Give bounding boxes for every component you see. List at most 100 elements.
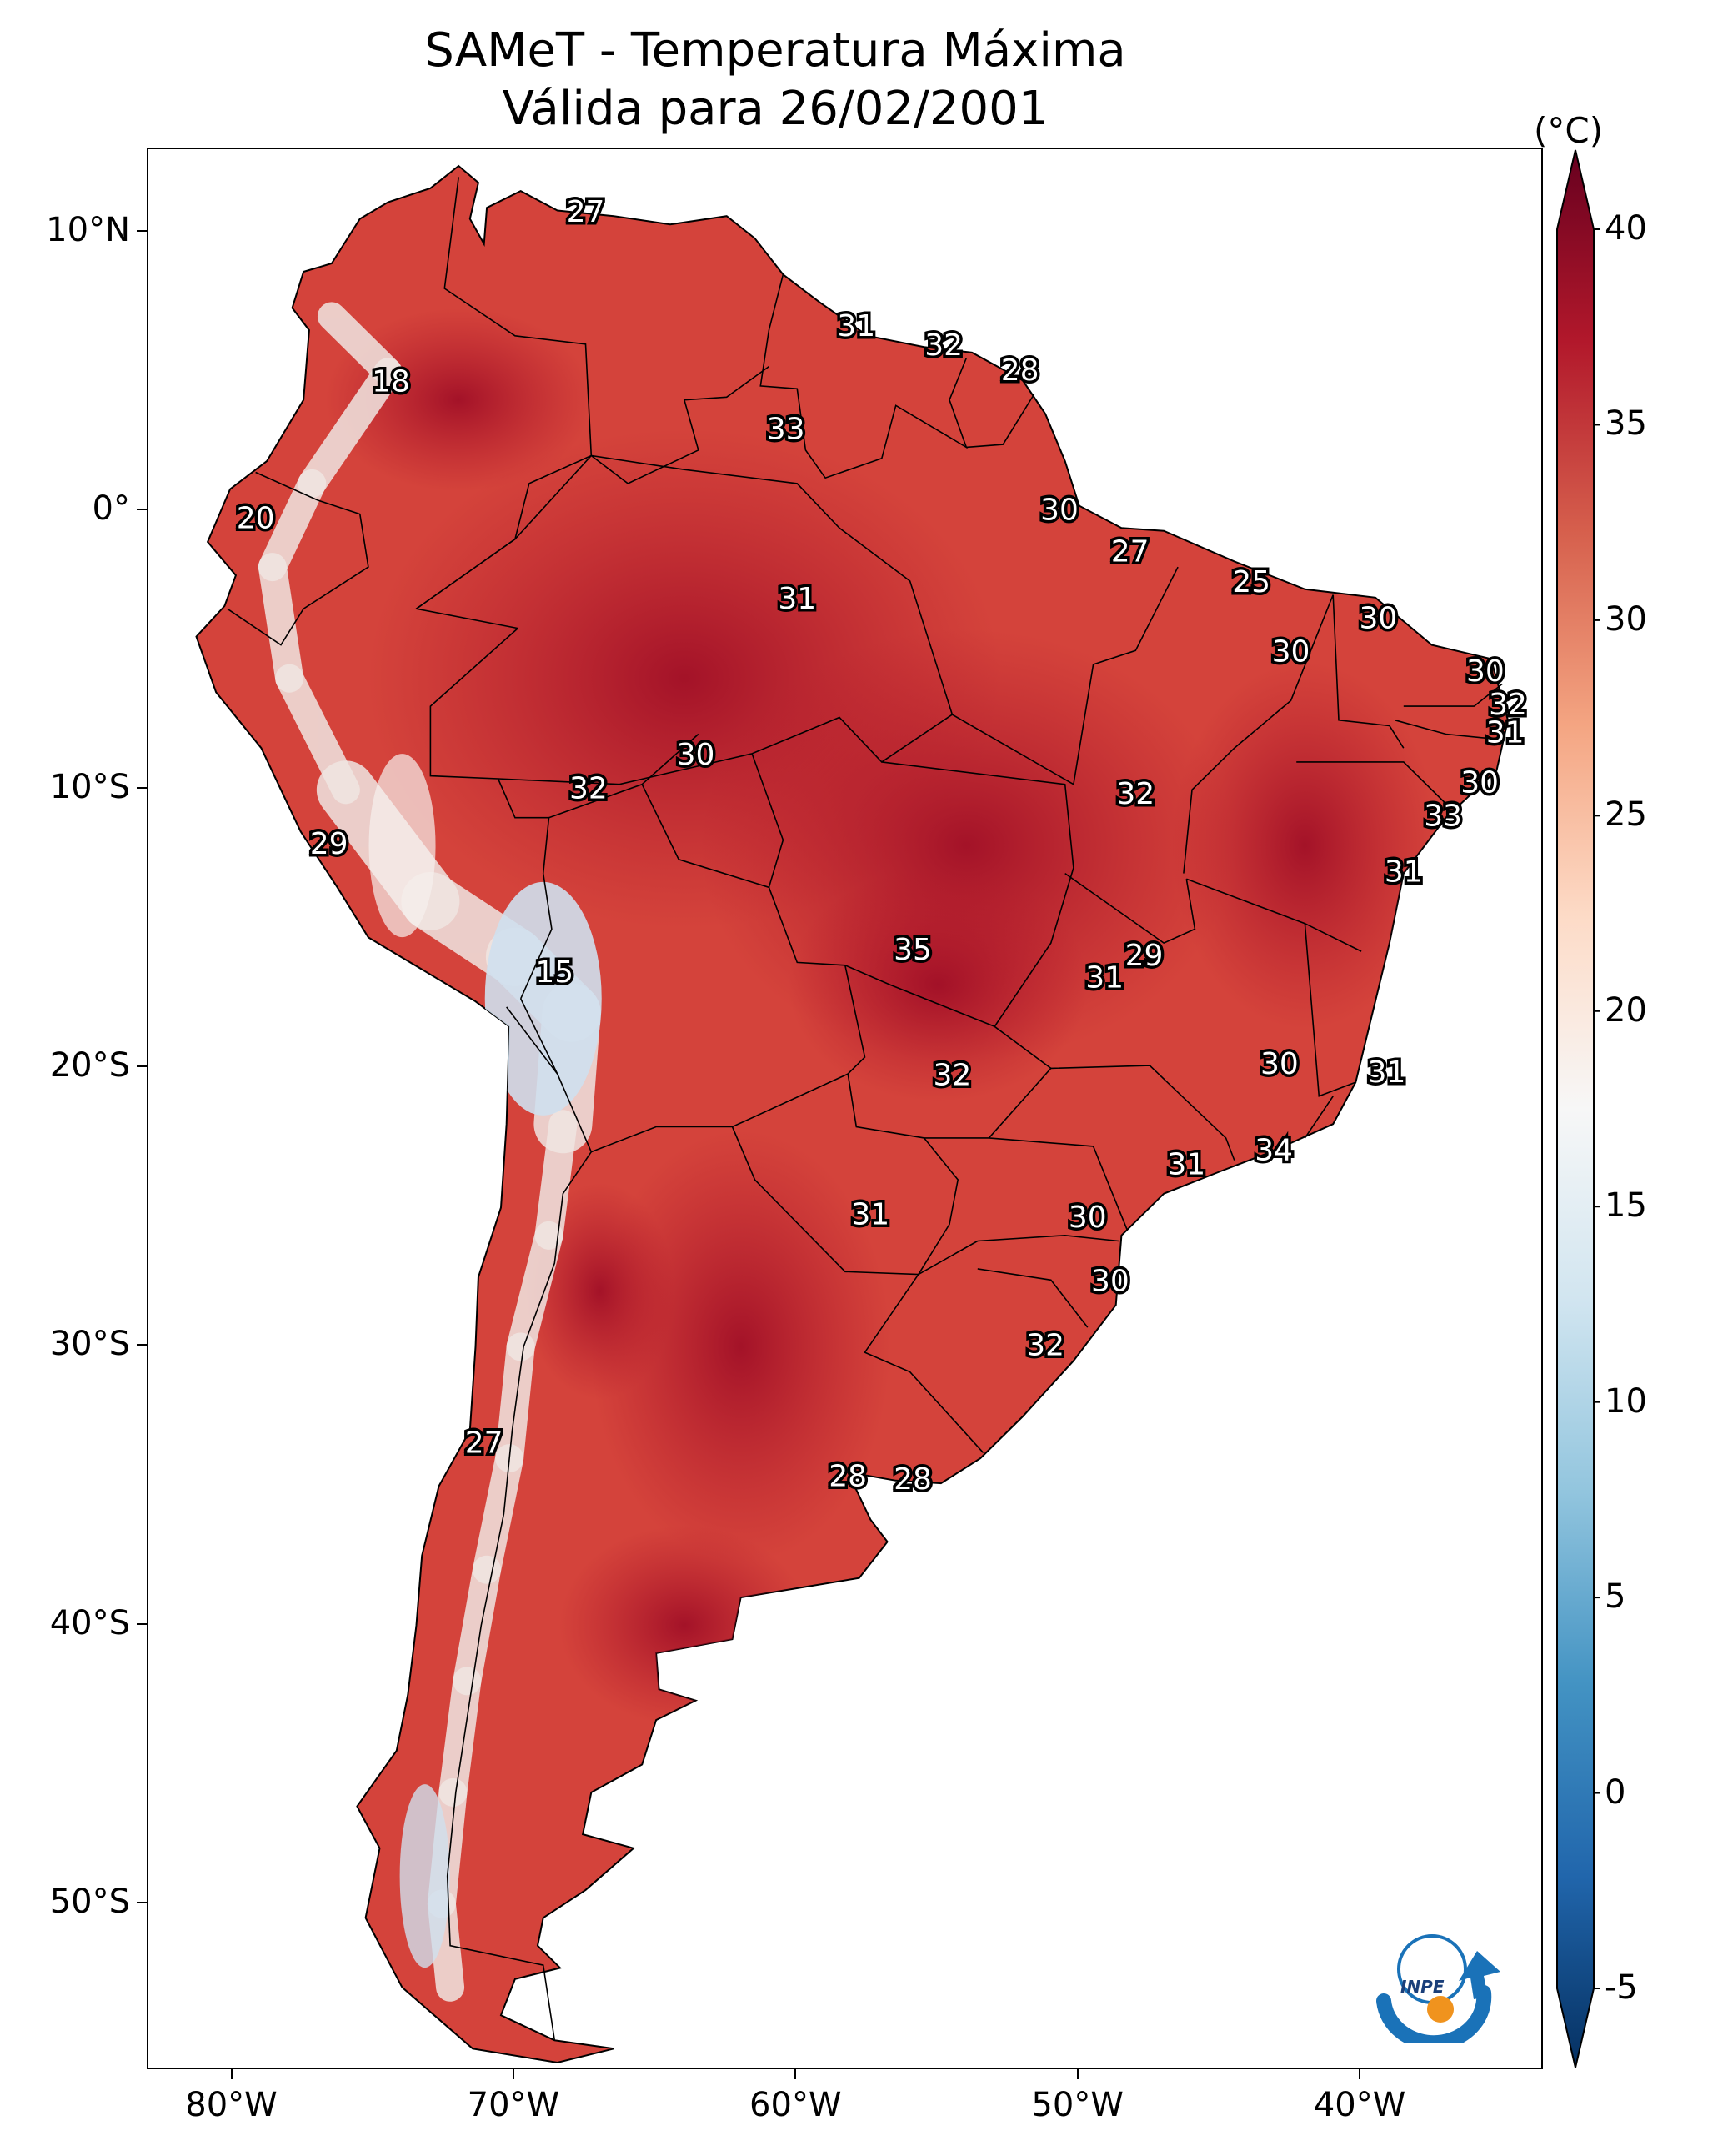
lon-tick-mark — [230, 2069, 233, 2079]
colorbar-tick-label: 5 — [1605, 1577, 1626, 1617]
lat-tick-mark — [137, 1622, 147, 1625]
colorbar-tick-label: 0 — [1605, 1772, 1626, 1812]
contour-label: 31 — [837, 309, 875, 343]
contour-label: 32 — [924, 328, 963, 363]
hot-area — [1171, 662, 1439, 1030]
colorbar-tick-label: 15 — [1605, 1186, 1647, 1226]
lon-tick-mark — [512, 2069, 514, 2079]
border-line — [416, 454, 1074, 785]
contour-label: 32 — [1116, 777, 1155, 811]
border-line — [227, 471, 369, 646]
hot-area — [558, 1525, 809, 1726]
border-line — [844, 965, 995, 1028]
andes-cool-band — [453, 1555, 502, 1696]
andes-cool-band — [534, 1110, 578, 1250]
lat-tick-mark — [137, 230, 147, 233]
contour-label: 32 — [933, 1058, 971, 1092]
border-line — [864, 1240, 984, 1453]
contour-label: 28 — [829, 1460, 867, 1494]
patagonia-ice-cold — [399, 1784, 450, 1968]
colorbar-tick-label: 10 — [1605, 1381, 1647, 1421]
contour-label: 31 — [1385, 855, 1423, 890]
contour-label: 31 — [851, 1197, 889, 1231]
contour-label: 31 — [1085, 961, 1124, 995]
lat-tick-mark — [137, 1901, 147, 1903]
contour-label: 31 — [778, 582, 816, 616]
lat-tick-label: 50°S — [49, 1882, 130, 1921]
border-line — [498, 714, 953, 785]
contour-label: 30 — [1460, 766, 1499, 800]
contour-label: 28 — [1001, 353, 1039, 388]
contour-label: 15 — [535, 955, 573, 990]
lon-tick-mark — [1076, 2069, 1079, 2079]
altiplano-cold — [484, 881, 602, 1116]
hot-area — [325, 308, 593, 492]
lat-tick-mark — [137, 787, 147, 790]
contour-label: 32 — [1026, 1328, 1064, 1362]
border-line — [881, 761, 1074, 1139]
border-line — [1403, 683, 1503, 707]
country-and-state-borders — [227, 177, 1503, 2041]
contour-label: 33 — [1424, 800, 1462, 834]
lat-tick-label: 30°S — [49, 1325, 130, 1364]
inpe-logo: INPE — [1376, 1934, 1500, 2043]
lat-tick-mark — [137, 1065, 147, 1068]
colorbar-unit: (°C) — [1534, 110, 1604, 151]
border-line — [1183, 594, 1334, 874]
lat-tick-label: 20°S — [49, 1046, 130, 1086]
contour-label: 30 — [1466, 654, 1505, 689]
contour-label: 33 — [767, 412, 805, 446]
contour-label: 30 — [1069, 1201, 1107, 1235]
hot-area — [590, 1130, 891, 1564]
map-title: SAMeT - Temperatura Máxima — [424, 23, 1126, 78]
border-line — [759, 274, 968, 479]
contour-label: 31 — [1167, 1147, 1205, 1181]
border-line — [1050, 1065, 1235, 1161]
andes-cool-band — [438, 1667, 482, 1807]
contour-label: 30 — [1272, 635, 1310, 669]
border-line — [1186, 878, 1362, 952]
colorbar-tick-label: 35 — [1605, 404, 1647, 444]
hot-area — [788, 868, 1089, 1102]
colorbar-tick-label: 20 — [1605, 990, 1647, 1030]
border-line — [1073, 566, 1179, 785]
border-line — [989, 1137, 1128, 1231]
border-line — [1064, 872, 1196, 945]
contour-label: 25 — [1232, 565, 1270, 599]
lat-tick-label: 40°S — [49, 1603, 130, 1642]
border-line — [1395, 720, 1503, 740]
lat-tick-mark — [137, 1344, 147, 1346]
contour-label: 30 — [1091, 1265, 1129, 1299]
border-line — [590, 365, 769, 484]
border-line — [1304, 923, 1356, 1097]
border-line — [751, 753, 784, 888]
contour-label: 27 — [1111, 534, 1150, 569]
contour-label: 28 — [894, 1462, 932, 1497]
contour-label: 27 — [465, 1426, 503, 1460]
border-line — [1304, 1096, 1334, 1139]
border-line — [966, 394, 1035, 449]
colorbar-tick-label: -5 — [1605, 1968, 1638, 2007]
colorbar — [1556, 149, 1600, 2068]
inpe-logo-text: INPE — [1400, 1977, 1445, 1997]
map-subtitle: Válida para 26/02/2001 — [502, 82, 1049, 136]
andes-cool-band — [473, 1444, 524, 1584]
lon-tick-mark — [794, 2069, 797, 2079]
contour-label: 35 — [894, 933, 932, 967]
contour-label: 27 — [567, 195, 605, 229]
contour-label: 30 — [1359, 602, 1397, 636]
contour-label: 31 — [1368, 1055, 1406, 1090]
colorbar-tick-label: 30 — [1605, 599, 1647, 639]
lat-tick-label: 10°S — [49, 768, 130, 807]
contour-label: 30 — [1260, 1047, 1299, 1081]
border-line — [977, 1268, 1089, 1328]
contour-label: 32 — [569, 771, 608, 805]
contour-label: 31 — [1486, 716, 1525, 750]
lon-tick-mark — [1359, 2069, 1361, 2079]
lon-tick-label: 60°W — [749, 2086, 842, 2124]
lon-tick-label: 80°W — [185, 2086, 278, 2124]
lat-tick-label: 0° — [92, 489, 130, 529]
contour-label: 20 — [237, 501, 275, 535]
lon-tick-label: 50°W — [1031, 2086, 1124, 2124]
